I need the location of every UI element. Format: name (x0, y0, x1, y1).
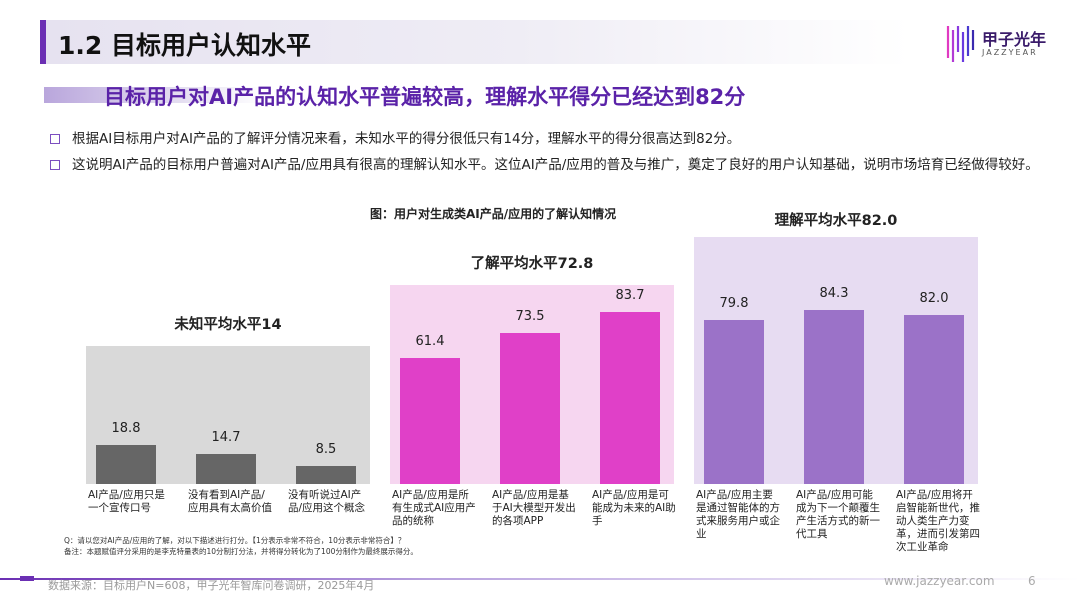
bar (400, 357, 460, 484)
bullet-1: 根据AI目标用户对AI产品的了解评分情况来看，未知水平的得分很低只有14分，理解… (50, 130, 1040, 149)
data-label: 82.0 (919, 291, 949, 307)
group-title: 未知平均水平14 (174, 317, 282, 333)
data-label: 8.5 (315, 442, 337, 458)
data-label: 73.5 (515, 308, 545, 324)
data-label: 84.3 (819, 286, 849, 302)
bar (704, 319, 764, 484)
bullet-text: 这说明AI产品的目标用户普遍对AI产品/应用具有很高的理解认知水平。这位AI产品… (72, 157, 1039, 173)
bar (196, 453, 256, 484)
subtitle-highlight (44, 87, 264, 103)
data-label: 14.7 (211, 429, 241, 445)
subtitle: 目标用户对AI产品的认知水平普遍较高，理解水平得分已经达到82分 (104, 85, 746, 109)
question-note: Q：请以您对AI产品/应用的了解，对以下描述进行打分。【1分表示非常不符合，10… (64, 536, 406, 545)
category-label: AI产品/应用是基于AI大模型开发出的各项APP (492, 489, 576, 527)
logo-subtext: JAZZYEAR (982, 48, 1038, 57)
category-label: 没有看到AI产品/应用具有太高价值 (188, 489, 272, 514)
bar (500, 332, 560, 484)
logo-text: 甲子光年 (982, 30, 1047, 49)
bullet-text: 根据AI目标用户对AI产品的了解评分情况来看，未知水平的得分很低只有14分，理解… (72, 131, 741, 147)
title-accent (40, 20, 46, 64)
website: www.jazzyear.com (884, 574, 995, 588)
remark-note: 备注：本题赋值评分采用的是李克特量表的10分制打分法，并将得分转化为了100分制… (64, 547, 418, 556)
bar (904, 315, 964, 484)
bar (296, 466, 356, 484)
group-title: 理解平均水平82.0 (774, 213, 898, 229)
category-label: AI产品/应用主要是通过智能体的方式来服务用户或企业 (696, 489, 780, 540)
bullet-square-icon (50, 160, 60, 170)
category-label: AI产品/应用是所有生成式AI应用产品的统称 (392, 489, 476, 527)
figure-title: 图：用户对生成类AI产品/应用的了解认知情况 (370, 207, 617, 221)
category-label: 没有听说过AI产品/应用这个概念 (288, 489, 366, 514)
data-source: 数据来源：目标用户N=608，甲子光年智库问卷调研，2025年4月 (48, 579, 375, 592)
title-bar (40, 20, 910, 64)
group-title: 了解平均水平72.8 (470, 256, 594, 272)
bar (804, 310, 864, 484)
category-label: AI产品/应用将开启智能新世代，推动人类生产力变革，进而引发第四次工业革命 (896, 489, 980, 553)
bar (96, 445, 156, 484)
page-number: 6 (1028, 574, 1036, 588)
bullet-2: 这说明AI产品的目标用户普遍对AI产品/应用具有很高的理解认知水平。这位AI产品… (50, 156, 1040, 175)
bullet-square-icon (50, 134, 60, 144)
category-label: AI产品/应用可能成为下一个颠覆生产生活方式的新一代工具 (796, 489, 880, 540)
footer-accent (20, 576, 34, 581)
category-label: AI产品/应用只是一个宣传口号 (88, 489, 165, 514)
logo-icon (946, 26, 975, 62)
footer-line (0, 578, 1080, 580)
page-title: 1.2 目标用户认知水平 (58, 31, 311, 60)
data-label: 61.4 (415, 333, 445, 349)
bar (600, 311, 660, 484)
data-label: 79.8 (719, 295, 749, 311)
data-label: 18.8 (111, 421, 141, 437)
category-label: AI产品/应用是可能成为未来的AI助手 (592, 489, 676, 527)
data-label: 83.7 (615, 287, 645, 303)
